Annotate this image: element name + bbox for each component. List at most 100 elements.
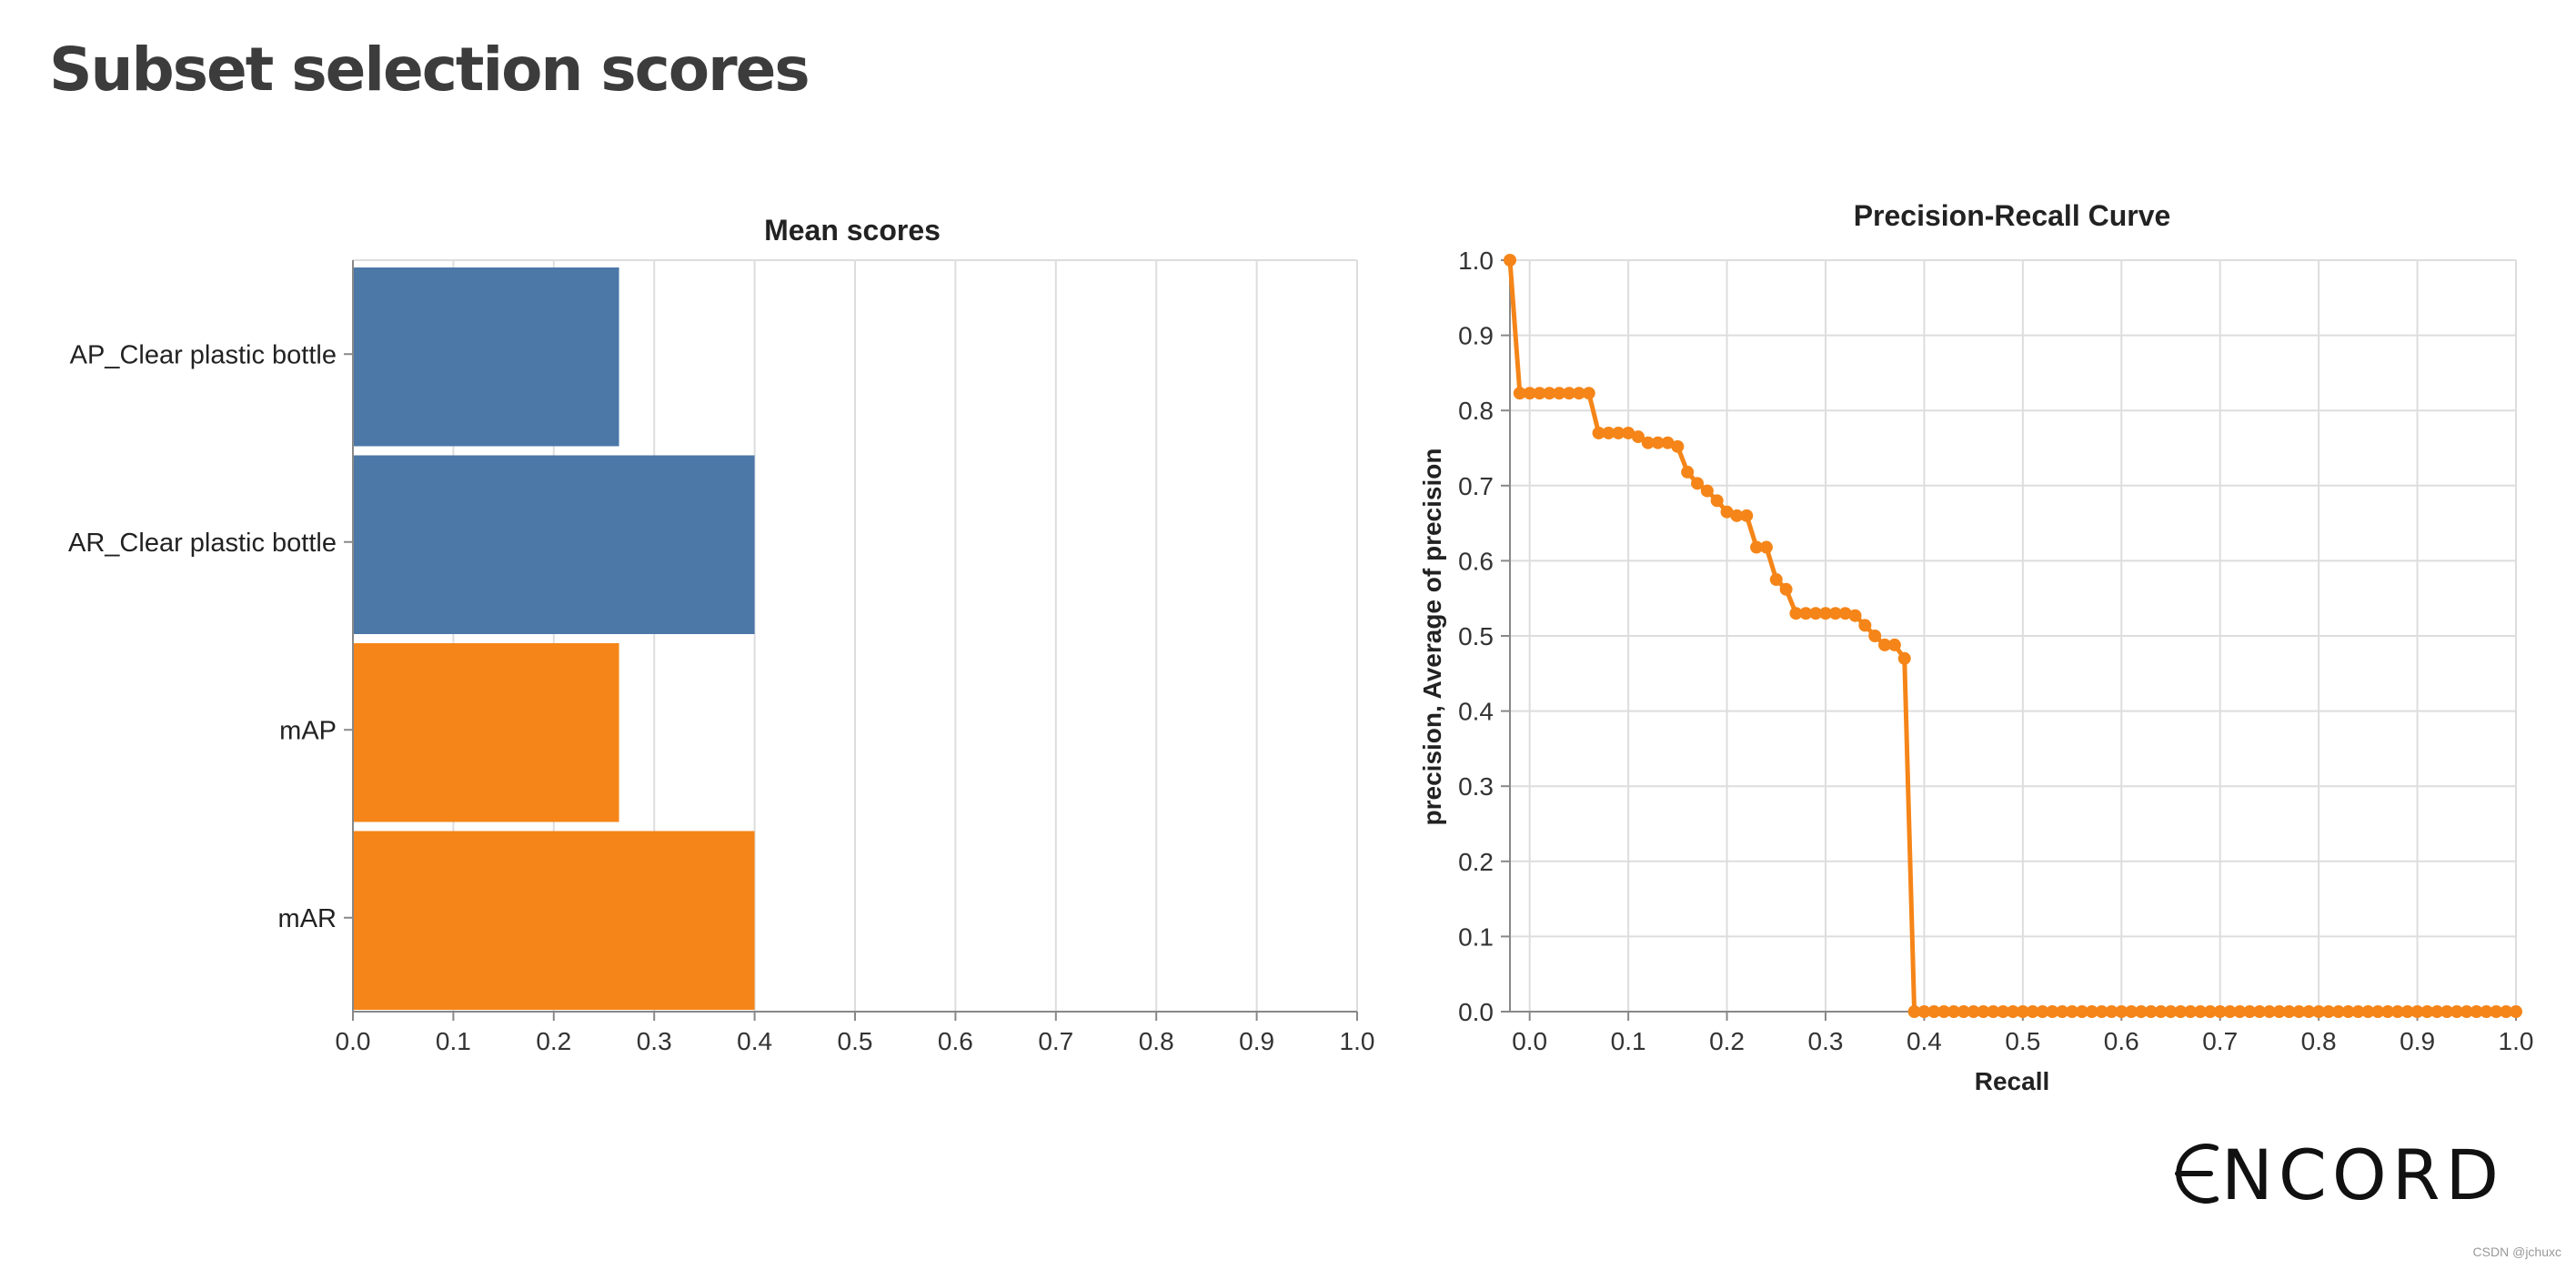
pr-curve-point (2134, 1005, 2148, 1018)
pr-curve-point (1504, 254, 1516, 267)
pr-curve-point (2026, 1005, 2039, 1018)
pr-curve-point (1592, 426, 1605, 439)
pr-curve-point (2007, 1005, 2019, 1018)
pr-curve-point (2066, 1005, 2079, 1018)
line-chart-axes (1501, 259, 2517, 1021)
bar-category-label: mAR (278, 904, 337, 933)
pr-curve-point (1878, 638, 1892, 651)
pr-curve-point (2400, 1005, 2414, 1018)
bar (353, 455, 755, 634)
pr-curve-point (1769, 573, 1783, 587)
pr-curve-point (2174, 1005, 2188, 1018)
bar-chart-bars (353, 267, 755, 1010)
pr-curve-point (1710, 494, 1724, 508)
bar-x-tick-label: 0.0 (336, 1027, 371, 1055)
pr-curve-point (2470, 1005, 2483, 1018)
line-x-tick-label: 0.1 (1611, 1027, 1646, 1055)
line-y-tick-label: 0.3 (1458, 772, 1494, 801)
pr-curve-point (1927, 1005, 1941, 1018)
pr-curve-point (1740, 509, 1754, 522)
pr-curve-point (1897, 651, 1911, 665)
pr-curve-point (1700, 484, 1714, 498)
pr-curve-point (2125, 1005, 2138, 1018)
bar-chart-axes (344, 260, 1358, 1021)
pr-curve-point (1997, 1005, 2010, 1018)
pr-curve-point (1671, 439, 1685, 453)
bar-category-label: mAP (279, 716, 337, 745)
mean-scores-chart: Mean scores AP_Clear plastic bottle AR_Cl… (68, 214, 1374, 1055)
pr-curve-point (2194, 1005, 2208, 1018)
pr-curve-point (2430, 1005, 2444, 1018)
pr-curve-point (1681, 465, 1695, 479)
bar-category-label: AR_Clear plastic bottle (68, 529, 337, 558)
line-x-tick-label: 0.4 (1907, 1027, 1942, 1055)
pr-curve-point (2233, 1005, 2247, 1018)
bar-chart-title: Mean scores (764, 214, 941, 247)
pr-curve-point (1967, 1005, 1980, 1018)
pr-curve-point (1858, 619, 1872, 632)
pr-curve-point (2075, 1005, 2088, 1018)
bar-x-tick-label: 0.5 (838, 1027, 873, 1055)
pr-curve-point (1572, 387, 1585, 400)
bar (353, 643, 619, 822)
pr-curve-point (2371, 1005, 2385, 1018)
bar-x-tick-label: 0.9 (1239, 1027, 1274, 1055)
line-y-tick-label: 0.5 (1458, 622, 1494, 650)
pr-curve-point (1818, 607, 1832, 620)
pr-curve-point (1828, 607, 1842, 620)
line-chart-series (1504, 254, 2522, 1018)
pr-curve-point (1612, 426, 1625, 439)
line-x-tick-label: 0.9 (2400, 1027, 2435, 1055)
line-chart-x-tick-labels: 0.0 0.1 0.2 0.3 0.4 0.5 0.6 0.7 0.8 0.9 1.0 (1512, 1027, 2533, 1055)
pr-curve-point (2056, 1005, 2069, 1018)
line-y-tick-label: 0.1 (1458, 922, 1494, 951)
line-x-tick-label: 1.0 (2499, 1027, 2534, 1055)
pr-curve-point (1779, 582, 1793, 596)
pr-curve-point (1987, 1005, 2000, 1018)
pr-curve-point (1957, 1005, 1970, 1018)
pr-curve-point (1720, 505, 1734, 519)
bar-x-tick-label: 0.3 (637, 1027, 672, 1055)
pr-curve-point (2351, 1005, 2365, 1018)
line-y-tick-label: 0.6 (1458, 547, 1494, 575)
pr-curve-point (2115, 1005, 2128, 1018)
precision-recall-chart: Precision-Recall Curve 0.0 0.1 0.2 0.3 0.4 0.… (1418, 199, 2533, 1095)
pr-curve-point (2420, 1005, 2434, 1018)
pr-curve-point (1977, 1005, 1990, 1018)
bar-x-tick-label: 0.4 (737, 1027, 772, 1055)
bar-chart-x-tick-labels: 0.0 0.1 0.2 0.3 0.4 0.5 0.6 0.7 0.8 0.9 1.0 (336, 1027, 1375, 1055)
pr-curve-point (1631, 430, 1645, 444)
line-y-tick-label: 1.0 (1458, 247, 1494, 275)
pr-curve-point (2312, 1005, 2326, 1018)
pr-curve-point (1602, 426, 1615, 439)
pr-curve-point (2213, 1005, 2227, 1018)
pr-curve-point (2253, 1005, 2267, 1018)
bar-x-tick-label: 0.1 (436, 1027, 471, 1055)
pr-curve-point (1799, 607, 1813, 620)
pr-curve-point (2390, 1005, 2404, 1018)
pr-curve-point (1750, 540, 1764, 554)
pr-curve-point (2410, 1005, 2424, 1018)
pr-curve-point (2321, 1005, 2335, 1018)
pr-curve-point (2510, 1005, 2522, 1018)
bar-chart-category-labels: AP_Clear plastic bottle AR_Clear plastic … (68, 340, 337, 933)
bar-x-tick-label: 0.8 (1139, 1027, 1174, 1055)
pr-curve-point (1513, 387, 1526, 400)
line-chart-title: Precision-Recall Curve (1854, 199, 2171, 232)
pr-curve-point (1868, 630, 1882, 642)
pr-curve-point (1641, 436, 1655, 449)
pr-curve-point (1691, 477, 1705, 490)
line-chart-y-axis-title: precision, Average of precision (1418, 449, 1446, 826)
line-y-tick-label: 0.2 (1458, 848, 1494, 876)
bar-x-tick-label: 0.7 (1038, 1027, 1073, 1055)
pr-curve-point (1759, 540, 1773, 554)
pr-curve-point (1553, 387, 1566, 400)
bar (353, 831, 755, 1010)
pr-curve-point (1887, 638, 1901, 651)
pr-curve-point (2460, 1005, 2473, 1018)
line-chart-grid (1510, 259, 2517, 1013)
line-y-tick-label: 0.8 (1458, 397, 1494, 425)
pr-curve-point (2381, 1005, 2395, 1018)
pr-curve-point (2440, 1005, 2454, 1018)
